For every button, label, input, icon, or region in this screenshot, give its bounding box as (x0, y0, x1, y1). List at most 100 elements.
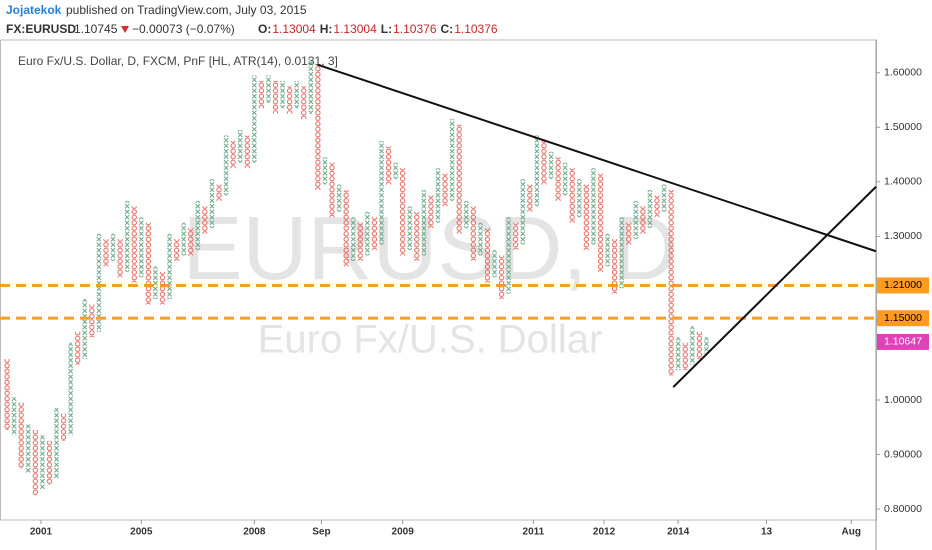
ohlc-label: C: (441, 22, 454, 36)
x-column (335, 184, 343, 212)
x-column (137, 217, 145, 278)
o-column (385, 146, 393, 185)
x-column (406, 206, 414, 251)
x-tick-label: 2012 (593, 527, 616, 538)
x-column (490, 249, 499, 278)
hline-label-bg (877, 310, 929, 327)
o-column (201, 206, 209, 234)
y-tick-label: 0.80000 (884, 503, 922, 515)
x-column (151, 266, 159, 300)
o-column (469, 206, 477, 261)
y-tick-label: 1.00000 (884, 394, 922, 406)
x-tick-label: 13 (761, 527, 773, 538)
x-column (462, 200, 470, 229)
x-column (194, 200, 202, 251)
o-column (667, 189, 675, 376)
o-column (498, 255, 506, 300)
x-tick-label: 2008 (243, 527, 266, 538)
x-column (349, 217, 357, 261)
x-column (279, 80, 287, 109)
o-column (88, 304, 96, 338)
ohlc-label: L: (381, 22, 392, 36)
price-label: 1.10647 (884, 336, 922, 348)
o-column (314, 64, 322, 191)
o-column (300, 86, 308, 120)
trendline (317, 63, 877, 253)
o-column (116, 239, 124, 278)
ticker: FX:EURUSD (6, 22, 76, 36)
o-column (596, 173, 605, 272)
o-column (611, 239, 619, 294)
change: −0.00073 (−0.07%) (132, 22, 235, 36)
x-column (392, 162, 400, 180)
x-column (236, 129, 244, 163)
x-column (95, 233, 103, 332)
ohlc-label: H: (320, 22, 333, 36)
o-column (455, 124, 463, 234)
x-column (109, 233, 117, 261)
o-column (257, 80, 265, 109)
o-column (483, 228, 491, 283)
o-column (158, 271, 167, 305)
y-tick-label: 0.90000 (884, 448, 922, 460)
x-column (38, 435, 46, 491)
o-column (625, 222, 633, 245)
x-column (166, 233, 174, 300)
x-tick-label: Sep (312, 527, 330, 538)
trendline (672, 186, 877, 388)
x-tick-label: 2001 (30, 527, 53, 538)
x-tick-label: Aug (842, 527, 861, 538)
x-column (377, 140, 386, 245)
o-column (413, 211, 421, 261)
x-column (250, 75, 258, 163)
o-column (215, 184, 223, 201)
x-column (363, 211, 371, 256)
o-column (512, 222, 520, 251)
x-column (321, 157, 329, 185)
o-column (639, 206, 647, 234)
o-column (540, 140, 548, 185)
x-column (420, 189, 428, 256)
o-column (45, 440, 53, 485)
legend-title: Euro Fx/U.S. Dollar, D, FXCM, PnF [HL, A… (18, 54, 338, 68)
price-label-bg (877, 333, 929, 350)
o-column (229, 140, 237, 169)
o-column (130, 206, 138, 283)
o-column (342, 189, 350, 267)
down-arrow (121, 26, 129, 33)
hline-label-bg (877, 277, 929, 294)
o-column (441, 173, 449, 207)
x-column (646, 189, 654, 229)
y-tick-label: 1.60000 (884, 67, 922, 79)
o-column (187, 228, 195, 256)
x-column (180, 222, 188, 256)
o-column (271, 80, 280, 114)
o-column (328, 162, 336, 218)
o-column (370, 217, 378, 251)
o-column (17, 402, 25, 469)
published: published on TradingView.com, July 03, 2… (66, 3, 307, 17)
x-column (660, 184, 668, 212)
o-column (74, 331, 82, 365)
ohlc-label: O: (258, 22, 271, 36)
ohlc-value: 1.10376 (454, 22, 498, 36)
y-tick-label: 1.50000 (884, 121, 922, 133)
o-column (526, 184, 534, 212)
author[interactable]: Jojatekok (6, 3, 62, 17)
x-column (561, 162, 569, 196)
x-column (293, 80, 301, 109)
x-column (123, 200, 131, 272)
x-column (24, 424, 32, 474)
y-tick-label: 1.30000 (884, 230, 922, 242)
o-column (286, 86, 294, 114)
o-column (695, 331, 703, 360)
o-column (173, 239, 181, 261)
o-column (681, 342, 689, 371)
o-column (243, 135, 251, 169)
ohlc-value: 1.10376 (393, 22, 437, 36)
x-column (208, 179, 216, 229)
x-tick-label: 2009 (392, 527, 415, 538)
x-column (547, 151, 555, 180)
ohlc-value: 1.13004 (333, 22, 377, 36)
